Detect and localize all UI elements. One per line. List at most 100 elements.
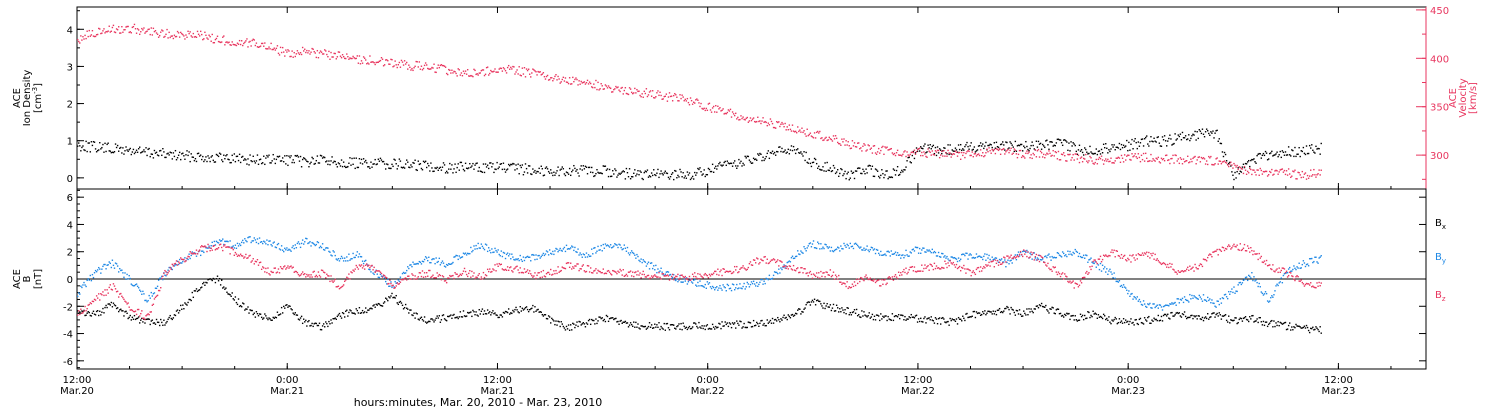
data-point: [377, 61, 380, 63]
data-point: [270, 319, 272, 321]
data-point: [639, 170, 641, 172]
data-point: [1055, 309, 1058, 311]
data-point: [1157, 314, 1160, 317]
data-point: [406, 159, 408, 161]
data-point: [1320, 255, 1322, 257]
data-point: [575, 324, 577, 326]
data-point: [895, 169, 898, 172]
data-point: [959, 318, 962, 321]
data-point: [86, 312, 88, 314]
data-point: [535, 254, 537, 256]
data-point: [1190, 158, 1192, 160]
data-point: [864, 144, 866, 146]
data-point: [1159, 145, 1162, 147]
data-point: [1056, 308, 1059, 310]
data-point: [622, 248, 624, 250]
data-point: [515, 164, 517, 166]
data-point: [1026, 145, 1028, 148]
data-point: [1140, 154, 1143, 157]
data-point: [423, 258, 426, 261]
data-point: [1123, 286, 1126, 288]
data-point: [315, 322, 318, 325]
data-point: [1029, 252, 1031, 254]
data-point: [1133, 295, 1135, 298]
data-point: [193, 36, 196, 38]
data-point: [638, 327, 640, 329]
data-point: [654, 173, 656, 176]
data-point: [910, 162, 912, 164]
data-point: [89, 302, 92, 304]
data-point: [1194, 296, 1196, 298]
data-point: [337, 51, 340, 53]
data-point: [355, 57, 357, 60]
data-point: [729, 162, 732, 165]
data-point: [881, 254, 883, 257]
data-point: [694, 102, 696, 104]
data-point: [1105, 143, 1107, 145]
data-point: [875, 314, 878, 316]
data-point: [951, 256, 953, 258]
data-point: [703, 107, 705, 110]
data-point: [720, 327, 722, 330]
data-point: [903, 256, 905, 259]
data-point: [778, 319, 780, 321]
data-point: [359, 162, 362, 164]
data-point: [1039, 305, 1042, 307]
data-point: [356, 251, 359, 253]
data-point: [320, 329, 323, 331]
data-point: [792, 130, 795, 132]
data-point: [675, 328, 677, 330]
data-point: [581, 82, 583, 84]
data-point: [598, 249, 600, 251]
data-point: [150, 153, 152, 155]
data-point: [911, 316, 914, 318]
data-point: [383, 301, 386, 303]
data-point: [149, 323, 151, 326]
data-point: [121, 26, 123, 28]
data-point: [1257, 321, 1259, 324]
data-point: [795, 149, 798, 151]
data-point: [299, 155, 302, 158]
data-point: [247, 158, 249, 160]
data-point: [254, 239, 257, 241]
data-point: [96, 149, 99, 152]
data-point: [1065, 160, 1067, 162]
data-point: [1232, 167, 1234, 169]
data-point: [1287, 146, 1290, 148]
data-point: [530, 173, 532, 175]
data-point: [984, 145, 986, 147]
data-point: [638, 259, 640, 262]
data-point: [676, 325, 678, 328]
data-point: [751, 325, 754, 328]
data-point: [262, 318, 264, 320]
data-point: [115, 146, 118, 149]
data-point: [1303, 262, 1306, 264]
data-point: [229, 294, 231, 296]
data-point: [710, 111, 713, 113]
data-point: [521, 67, 524, 69]
data-point: [612, 170, 614, 172]
data-point: [670, 173, 673, 176]
data-point: [126, 149, 128, 151]
data-point: [996, 145, 999, 148]
data-point: [941, 152, 943, 155]
data-point: [1081, 314, 1084, 317]
data-point: [1193, 315, 1195, 317]
data-point: [182, 304, 184, 306]
data-point: [649, 90, 652, 92]
data-point: [135, 317, 138, 320]
data-point: [515, 71, 517, 73]
data-point: [1038, 304, 1041, 306]
data-point: [94, 269, 97, 272]
data-point: [955, 258, 958, 260]
data-point: [1241, 320, 1244, 322]
data-point: [299, 246, 302, 249]
data-point: [1190, 298, 1192, 300]
data-point: [335, 163, 337, 166]
data-point: [163, 151, 165, 153]
data-point: [954, 147, 957, 149]
data-point: [904, 254, 906, 257]
data-point: [181, 258, 183, 261]
data-point: [1179, 157, 1182, 159]
